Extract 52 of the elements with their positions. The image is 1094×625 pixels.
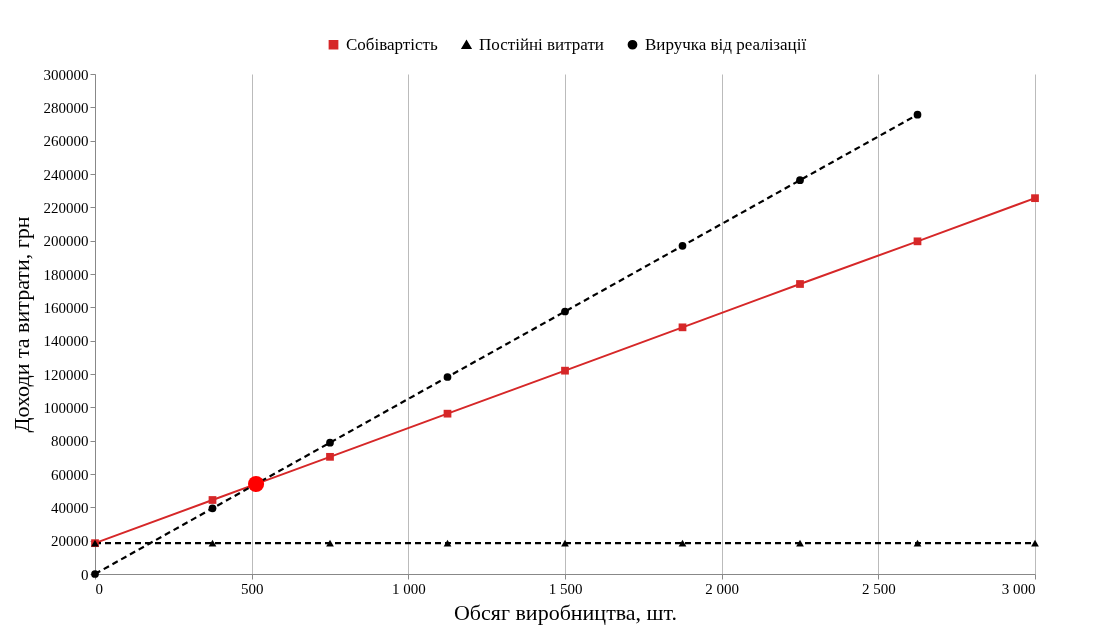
point (208, 539, 217, 547)
point (796, 176, 804, 185)
x-tick-label: 500 (240, 580, 264, 597)
point (208, 496, 217, 504)
point (443, 373, 452, 381)
legend-label: Собівартість (346, 34, 438, 54)
y-tick-label: 120000 (43, 366, 89, 383)
y-tick-label: 0 (81, 566, 89, 583)
y-tick-label: 60000 (51, 466, 89, 483)
point (913, 237, 922, 246)
legend-label: Постійні витрати (479, 34, 604, 54)
point (208, 504, 217, 513)
y-tick-label: 140000 (43, 333, 89, 350)
point (561, 366, 569, 375)
legend-label: Виручка від реалізації (645, 34, 807, 54)
x-tick-label: 3 000 (1001, 580, 1036, 597)
point (678, 241, 687, 250)
point (326, 452, 334, 461)
y-tick-label: 80000 (51, 433, 89, 450)
y-tick-label: 180000 (43, 266, 89, 283)
y-tick-label: 240000 (43, 166, 89, 183)
point (913, 539, 922, 547)
point (326, 438, 334, 447)
x-tick-label: 0 (95, 580, 103, 597)
y-tick-label: 300000 (43, 66, 89, 83)
point (1031, 194, 1039, 203)
point (796, 539, 804, 547)
point (1031, 539, 1039, 547)
y-axis-title: Доходи та витрати, грн (8, 216, 34, 433)
point (678, 323, 687, 332)
x-tick-label: 2 000 (705, 580, 740, 597)
y-tick-label: 160000 (43, 299, 89, 316)
point (326, 539, 334, 547)
y-tick-label: 260000 (43, 133, 89, 150)
point (913, 110, 922, 119)
y-tick-label: 40000 (51, 499, 89, 516)
point (443, 409, 452, 418)
point (561, 539, 569, 547)
y-tick-label: 200000 (43, 233, 89, 250)
point (443, 539, 452, 547)
point (561, 307, 569, 316)
x-tick-label: 1 500 (548, 580, 583, 597)
y-tick-label: 100000 (43, 399, 89, 416)
point (796, 280, 804, 288)
x-tick-label: 1 000 (391, 580, 426, 597)
x-tick-label: 2 500 (861, 580, 896, 597)
point (678, 539, 687, 547)
y-tick-label: 280000 (43, 99, 89, 116)
y-tick-label: 220000 (43, 199, 89, 216)
y-tick-label: 20000 (51, 533, 89, 550)
x-axis-title: Обсяг виробництва, шт. (453, 599, 678, 625)
point (247, 475, 265, 493)
